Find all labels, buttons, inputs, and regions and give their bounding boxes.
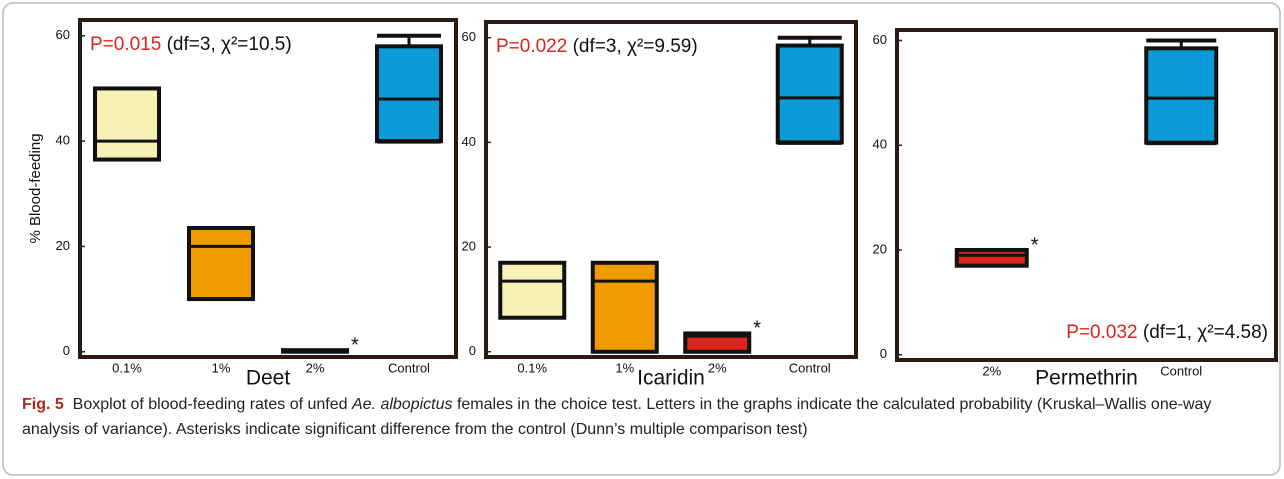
box [1144,46,1219,145]
box [683,331,752,354]
box [498,260,567,320]
plot-frame [484,20,858,359]
box [93,86,161,162]
box [590,260,659,354]
y-tick-label: 20 [873,241,887,256]
annotation: P=0.032 (df=1, χ²=4.58) [1066,322,1268,343]
x-tick-label: 1% [615,360,634,375]
x-tick-label: 2% [306,360,325,375]
caption-text: Boxplot of blood-feeding rates of unfed [72,396,352,413]
significance: * [1031,234,1039,256]
annotation: P=0.015 (df=3, χ²=10.5) [90,34,292,55]
y-tick-label: 60 [873,32,887,47]
test-stats: (df=3, χ²=9.59) [573,36,698,57]
caption-text: females in the choice test. Letters in t… [22,396,1212,438]
x-tick-label: 2% [708,360,727,375]
x-axis-title: Deet [246,367,291,390]
x-tick-label: Control [388,360,430,375]
p-value: P=0.015 [90,34,161,55]
y-tick-label: 0 [63,343,70,358]
annotation: P=0.022 (df=3, χ²=9.59) [496,36,698,57]
y-tick-label: 20 [56,238,70,253]
x-tick-label: Control [789,360,831,375]
y-tick-label: 40 [873,137,887,152]
y-tick-label: 20 [462,239,476,254]
plot-frame [895,28,1278,362]
caption-species: Ae. albopictus [351,396,453,413]
p-value: P=0.032 [1066,322,1137,343]
y-tick-label: 0 [469,343,476,358]
plot-frame [78,18,458,359]
y-tick-label: 60 [462,29,476,44]
x-axis-title: Permethrin [1035,367,1138,390]
x-tick-label: 1% [212,360,231,375]
y-tick-label: 40 [462,134,476,149]
x-tick-label: 0.1% [517,360,547,375]
box [775,43,844,145]
y-axis-label: % Blood-feeding [27,133,44,243]
box [187,225,255,302]
significance: * [753,318,761,340]
y-tick-label: 40 [56,133,70,148]
box [954,248,1029,268]
x-axis-title: Icaridin [637,367,705,390]
significance: * [351,334,359,356]
y-tick-label: 60 [56,27,70,42]
test-stats: (df=1, χ²=4.58) [1143,322,1268,343]
x-tick-label: 2% [982,363,1001,378]
p-value: P=0.022 [496,36,567,57]
x-tick-label: Control [1160,363,1202,378]
caption-label: Fig. 5 [22,396,64,413]
x-tick-label: 0.1% [112,360,142,375]
caption: Fig. 5 Boxplot of blood-feeding rates of… [22,392,1262,442]
y-tick-label: 0 [880,346,887,361]
box [375,44,443,144]
test-stats: (df=3, χ²=10.5) [167,34,292,55]
